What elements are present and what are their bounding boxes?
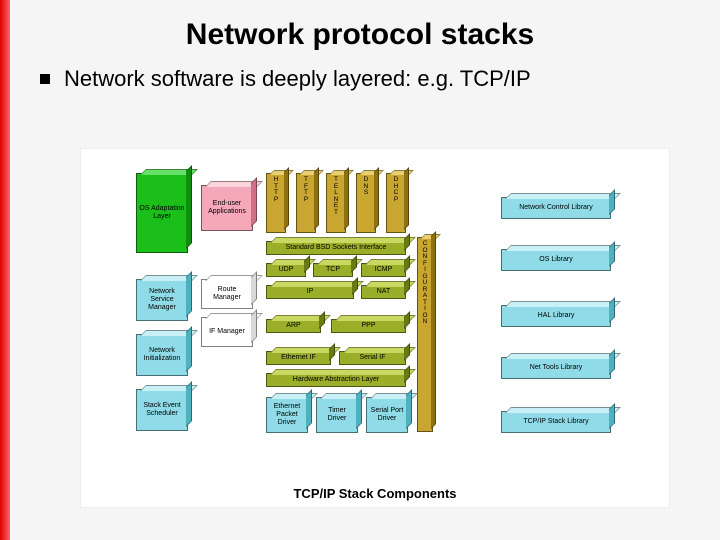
bullet-text: Network software is deeply layered: e.g.… — [64, 66, 531, 92]
col2-route-manager: Route Manager — [201, 279, 253, 309]
lib-net-tools-library: Net Tools Library — [501, 357, 611, 379]
accent-bar — [0, 0, 10, 540]
proto-telnet: TELNET — [326, 173, 346, 233]
driver-ethernet-packet-driver: Ethernet Packet Driver — [266, 397, 308, 433]
left-os-adaptation-layer: OS Adaptation Layer — [136, 173, 188, 253]
driver-serial-port-driver: Serial Port Driver — [366, 397, 408, 433]
slide-title: Network protocol stacks — [0, 0, 720, 66]
diagram-caption: TCP/IP Stack Components — [81, 486, 669, 501]
proto-dns: DNS — [356, 173, 376, 233]
col2-end-user-applications: End-user Applications — [201, 185, 253, 231]
row-serial-if: Serial IF — [339, 351, 406, 365]
row-hardware-abstraction-layer: Hardware Abstraction Layer — [266, 373, 406, 387]
lib-network-control-library: Network Control Library — [501, 197, 611, 219]
configuration-col: CONFIGURATION — [417, 237, 433, 432]
row-ppp: PPP — [331, 319, 406, 333]
row-ip: IP — [266, 285, 354, 299]
row-icmp: ICMP — [361, 263, 406, 277]
lib-hal-library: HAL Library — [501, 305, 611, 327]
proto-tftp: TFTP — [296, 173, 316, 233]
left-network-initialization: Network Initialization — [136, 334, 188, 376]
left-network-service-manager: Network Service Manager — [136, 279, 188, 321]
row-ethernet-if: Ethernet IF — [266, 351, 331, 365]
tcpip-diagram: OS Adaptation Layer Network Service Manag… — [81, 149, 669, 507]
row-standard-bsd-sockets-interface: Standard BSD Sockets Interface — [266, 241, 406, 255]
bullet-item: Network software is deeply layered: e.g.… — [0, 66, 720, 92]
row-arp: ARP — [266, 319, 321, 333]
row-nat: NAT — [361, 285, 406, 299]
col2-if-manager: IF Manager — [201, 317, 253, 347]
left-stack-event-scheduler: Stack Event Scheduler — [136, 389, 188, 431]
diagram-container: OS Adaptation Layer Network Service Manag… — [80, 148, 670, 508]
proto-dhcp: DHCP — [386, 173, 406, 233]
row-tcp: TCP — [313, 263, 353, 277]
lib-os-library: OS Library — [501, 249, 611, 271]
proto-http: HTTP — [266, 173, 286, 233]
driver-timer-driver: Timer Driver — [316, 397, 358, 433]
bullet-square-icon — [40, 74, 50, 84]
lib-tcp/ip-stack-library: TCP/IP Stack Library — [501, 411, 611, 433]
row-udp: UDP — [266, 263, 306, 277]
